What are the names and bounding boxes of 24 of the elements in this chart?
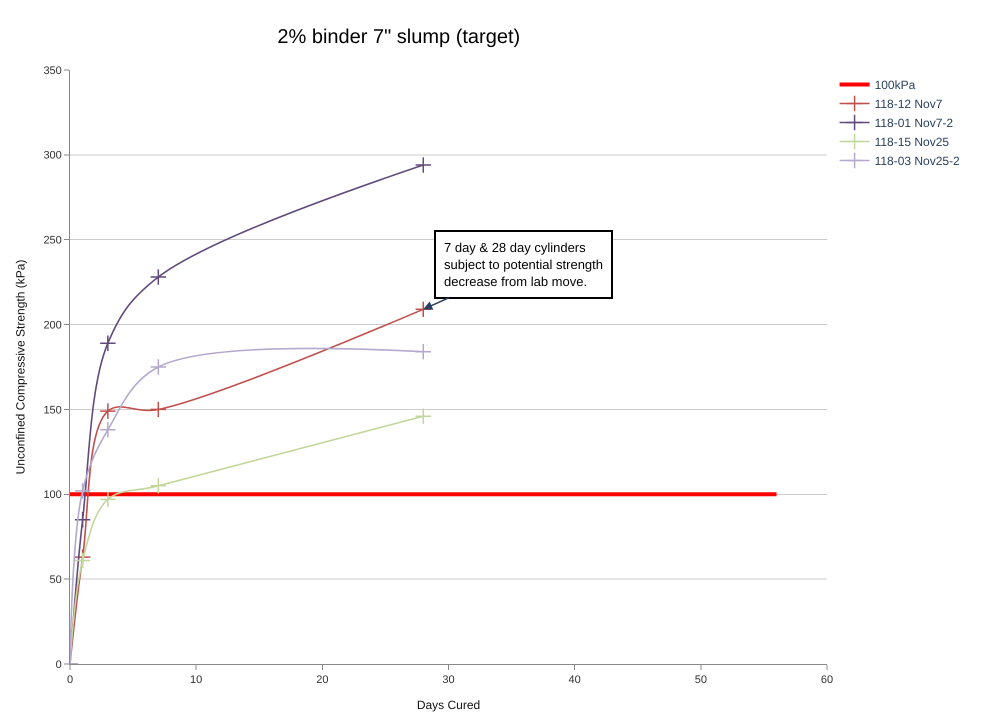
x-tick-label: 0 — [66, 674, 74, 686]
x-tick-label: 40 — [568, 674, 581, 686]
y-tick-label: 200 — [43, 319, 62, 332]
annotation: 7 day & 28 day cylinders subject to potential strength decrease from lab move. — [444, 240, 603, 289]
x-tick-label: 50 — [694, 674, 707, 686]
y-tick-label: 0 — [56, 658, 62, 671]
legend-label: 118-12 Nov7 — [874, 97, 943, 112]
y-tick-label: 250 — [43, 234, 62, 247]
y-tick-label: 350 — [43, 64, 62, 77]
legend-label: 118-01 Nov7-2 — [874, 116, 954, 130]
y-tick-label: 150 — [43, 404, 62, 416]
x-axis-title: Days Cured — [416, 698, 480, 712]
chart-title: 2% binder 7" slump (target) — [277, 26, 520, 48]
x-tick-label: 20 — [316, 674, 328, 686]
x-tick-label: 10 — [190, 674, 202, 686]
y-axis-title: Unconfined Compressive Strength (kPa) — [14, 260, 28, 474]
legend-label: 100kPa — [874, 78, 916, 92]
y-tick-label: 50 — [50, 574, 62, 586]
legend-label: 118-15 Nov25 — [874, 135, 950, 150]
x-tick-label: 60 — [820, 674, 834, 686]
legend-label: 118-03 Nov25-2 — [874, 154, 960, 168]
y-tick-label: 300 — [43, 150, 62, 162]
x-tick-label: 30 — [442, 674, 455, 686]
y-tick-label: 100 — [43, 489, 62, 502]
